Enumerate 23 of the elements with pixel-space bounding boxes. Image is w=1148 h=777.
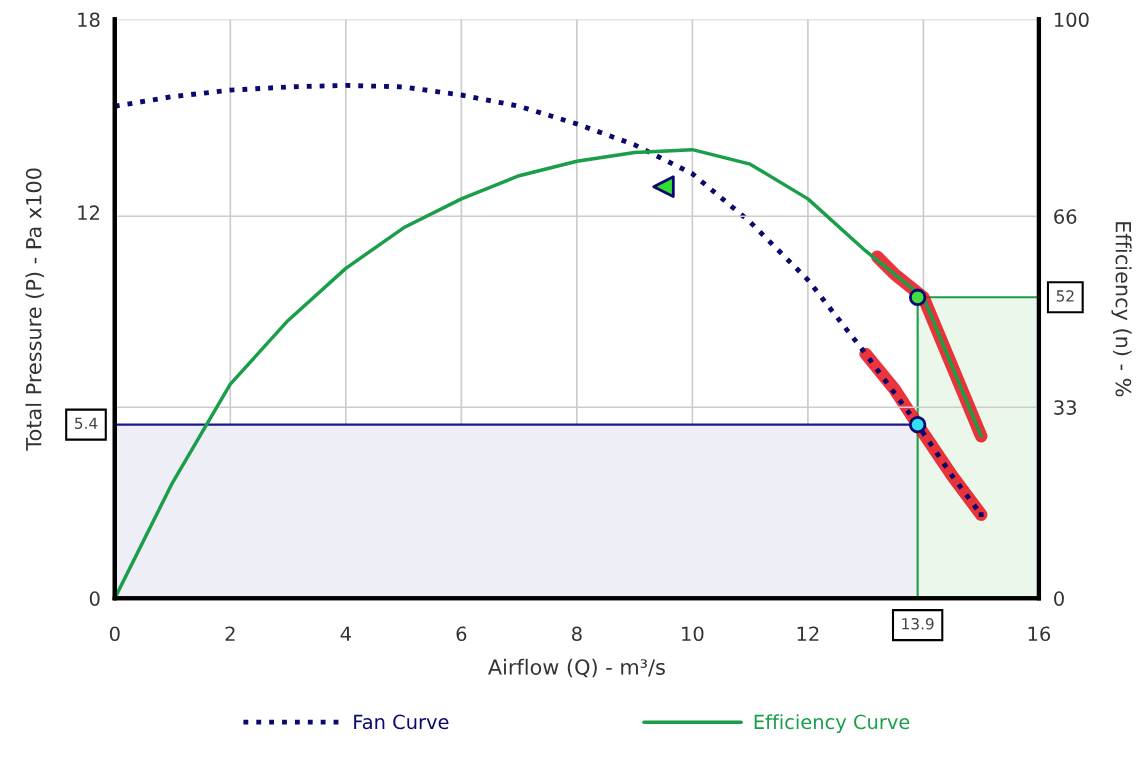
x-tick-label: 4: [340, 626, 351, 641]
x-tick-label: 10: [682, 626, 704, 642]
text: Fan Curve: [354, 714, 449, 730]
annotation: 5.4: [75, 417, 98, 430]
x-tick-label: 12: [797, 626, 819, 641]
x-tick-label: 16: [1028, 626, 1051, 642]
x-axis-title: Airflow (Q) - m³/s: [488, 658, 665, 678]
x-tick-label: 6: [456, 626, 467, 642]
y-axis-title: Total Pressure (P) - Pa x100: [25, 168, 45, 451]
y-tick-label: 12: [78, 205, 99, 220]
x-tick-label: 2: [225, 626, 235, 641]
y2-axis-title: Efficiency (n) - %: [1111, 222, 1132, 397]
annotation: 52: [1056, 290, 1074, 302]
y2-tick-label: 100: [1054, 12, 1089, 28]
y2-tick-label: 66: [1054, 209, 1077, 224]
y-tick-label: 0: [89, 591, 100, 606]
x-tick-label: 8: [572, 626, 582, 642]
y2-tick-label: 0: [1054, 591, 1064, 606]
y-tick-label: 18: [78, 12, 100, 28]
y2-tick-label: 33: [1054, 400, 1077, 415]
annotation: 13.9: [902, 618, 934, 630]
text: Efficiency Curve: [754, 714, 910, 734]
x-tick-label: 0: [109, 626, 120, 642]
